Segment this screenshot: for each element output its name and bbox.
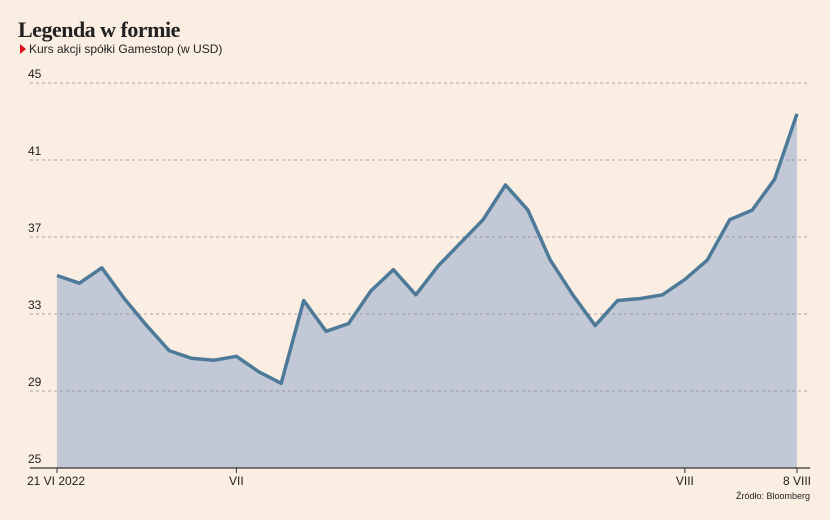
y-tick-label: 41 <box>28 144 42 158</box>
x-tick-label: VII <box>229 474 244 488</box>
chart-subtitle: Kurs akcji spółki Gamestop (w USD) <box>29 42 222 56</box>
y-tick-label: 37 <box>28 221 42 235</box>
x-tick-label: 21 VI 2022 <box>27 474 85 488</box>
y-tick-label: 33 <box>28 298 42 312</box>
y-tick-label: 29 <box>28 375 42 389</box>
x-tick-label: 8 VIII <box>783 474 811 488</box>
y-tick-label: 25 <box>28 452 42 466</box>
x-tick-label: VIII <box>676 474 694 488</box>
subtitle-marker <box>20 44 26 54</box>
chart-title: Legenda w formie <box>18 17 181 42</box>
source: Źródło: Bloomberg <box>736 491 810 501</box>
y-tick-label: 45 <box>28 67 42 81</box>
line <box>56 113 799 386</box>
area <box>57 113 797 469</box>
